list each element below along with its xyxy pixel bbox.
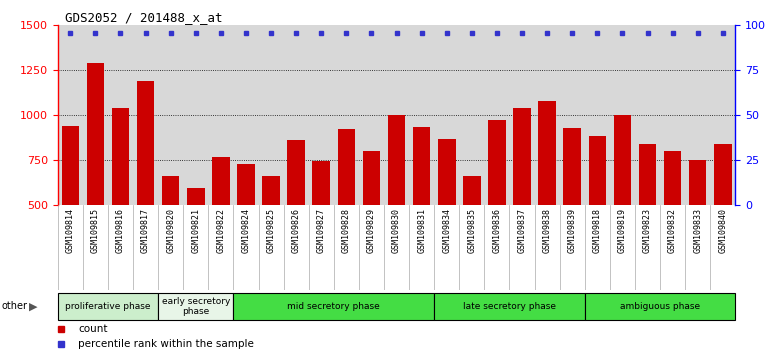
Bar bbox=[237, 164, 255, 296]
Bar bbox=[639, 144, 656, 296]
Text: GSM109837: GSM109837 bbox=[517, 208, 527, 253]
Bar bbox=[488, 120, 506, 296]
Bar bbox=[313, 161, 330, 296]
Bar bbox=[588, 136, 606, 296]
Text: ambiguous phase: ambiguous phase bbox=[620, 302, 700, 311]
Text: ▶: ▶ bbox=[29, 301, 38, 311]
Bar bbox=[137, 81, 154, 296]
Bar bbox=[263, 176, 280, 296]
Bar bbox=[438, 138, 456, 296]
Text: GSM109839: GSM109839 bbox=[567, 208, 577, 253]
Bar bbox=[187, 188, 205, 296]
Text: GSM109822: GSM109822 bbox=[216, 208, 226, 253]
Bar bbox=[463, 176, 480, 296]
Text: other: other bbox=[2, 301, 28, 311]
Text: GSM109829: GSM109829 bbox=[367, 208, 376, 253]
Bar bbox=[514, 108, 531, 296]
Text: late secretory phase: late secretory phase bbox=[463, 302, 556, 311]
Text: GSM109828: GSM109828 bbox=[342, 208, 351, 253]
Text: GSM109820: GSM109820 bbox=[166, 208, 176, 253]
Text: GSM109831: GSM109831 bbox=[417, 208, 426, 253]
Text: GSM109832: GSM109832 bbox=[668, 208, 677, 253]
Text: GSM109821: GSM109821 bbox=[191, 208, 200, 253]
Bar bbox=[564, 128, 581, 296]
Bar bbox=[86, 63, 104, 296]
Text: GSM109830: GSM109830 bbox=[392, 208, 401, 253]
Bar bbox=[664, 151, 681, 296]
Text: GSM109838: GSM109838 bbox=[543, 208, 551, 253]
Text: GSM109823: GSM109823 bbox=[643, 208, 652, 253]
Bar bbox=[162, 176, 179, 296]
FancyBboxPatch shape bbox=[233, 293, 434, 320]
Text: early secretory
phase: early secretory phase bbox=[162, 297, 230, 316]
Text: GSM109836: GSM109836 bbox=[493, 208, 501, 253]
Bar bbox=[287, 140, 305, 296]
Text: GSM109826: GSM109826 bbox=[292, 208, 300, 253]
Text: GSM109825: GSM109825 bbox=[266, 208, 276, 253]
Bar bbox=[538, 101, 556, 296]
Text: GSM109814: GSM109814 bbox=[65, 208, 75, 253]
Text: count: count bbox=[78, 324, 108, 334]
Bar bbox=[413, 127, 430, 296]
FancyBboxPatch shape bbox=[58, 293, 158, 320]
Bar bbox=[62, 126, 79, 296]
Text: GSM109827: GSM109827 bbox=[316, 208, 326, 253]
Bar bbox=[337, 130, 355, 296]
Text: GSM109816: GSM109816 bbox=[116, 208, 125, 253]
Text: GSM109815: GSM109815 bbox=[91, 208, 100, 253]
Text: GDS2052 / 201488_x_at: GDS2052 / 201488_x_at bbox=[65, 11, 223, 24]
Text: GSM109817: GSM109817 bbox=[141, 208, 150, 253]
Text: GSM109840: GSM109840 bbox=[718, 208, 728, 253]
Text: GSM109818: GSM109818 bbox=[593, 208, 602, 253]
Bar bbox=[614, 115, 631, 296]
Bar bbox=[212, 156, 229, 296]
Text: GSM109824: GSM109824 bbox=[242, 208, 250, 253]
Bar bbox=[363, 151, 380, 296]
Bar bbox=[689, 160, 707, 296]
FancyBboxPatch shape bbox=[158, 293, 233, 320]
Bar bbox=[112, 108, 129, 296]
Text: GSM109833: GSM109833 bbox=[693, 208, 702, 253]
Text: GSM109819: GSM109819 bbox=[618, 208, 627, 253]
Text: GSM109834: GSM109834 bbox=[442, 208, 451, 253]
Text: mid secretory phase: mid secretory phase bbox=[287, 302, 380, 311]
Bar bbox=[388, 115, 405, 296]
Text: GSM109835: GSM109835 bbox=[467, 208, 477, 253]
Text: proliferative phase: proliferative phase bbox=[65, 302, 151, 311]
FancyBboxPatch shape bbox=[434, 293, 584, 320]
Text: percentile rank within the sample: percentile rank within the sample bbox=[78, 339, 254, 349]
Bar bbox=[714, 144, 732, 296]
FancyBboxPatch shape bbox=[584, 293, 735, 320]
